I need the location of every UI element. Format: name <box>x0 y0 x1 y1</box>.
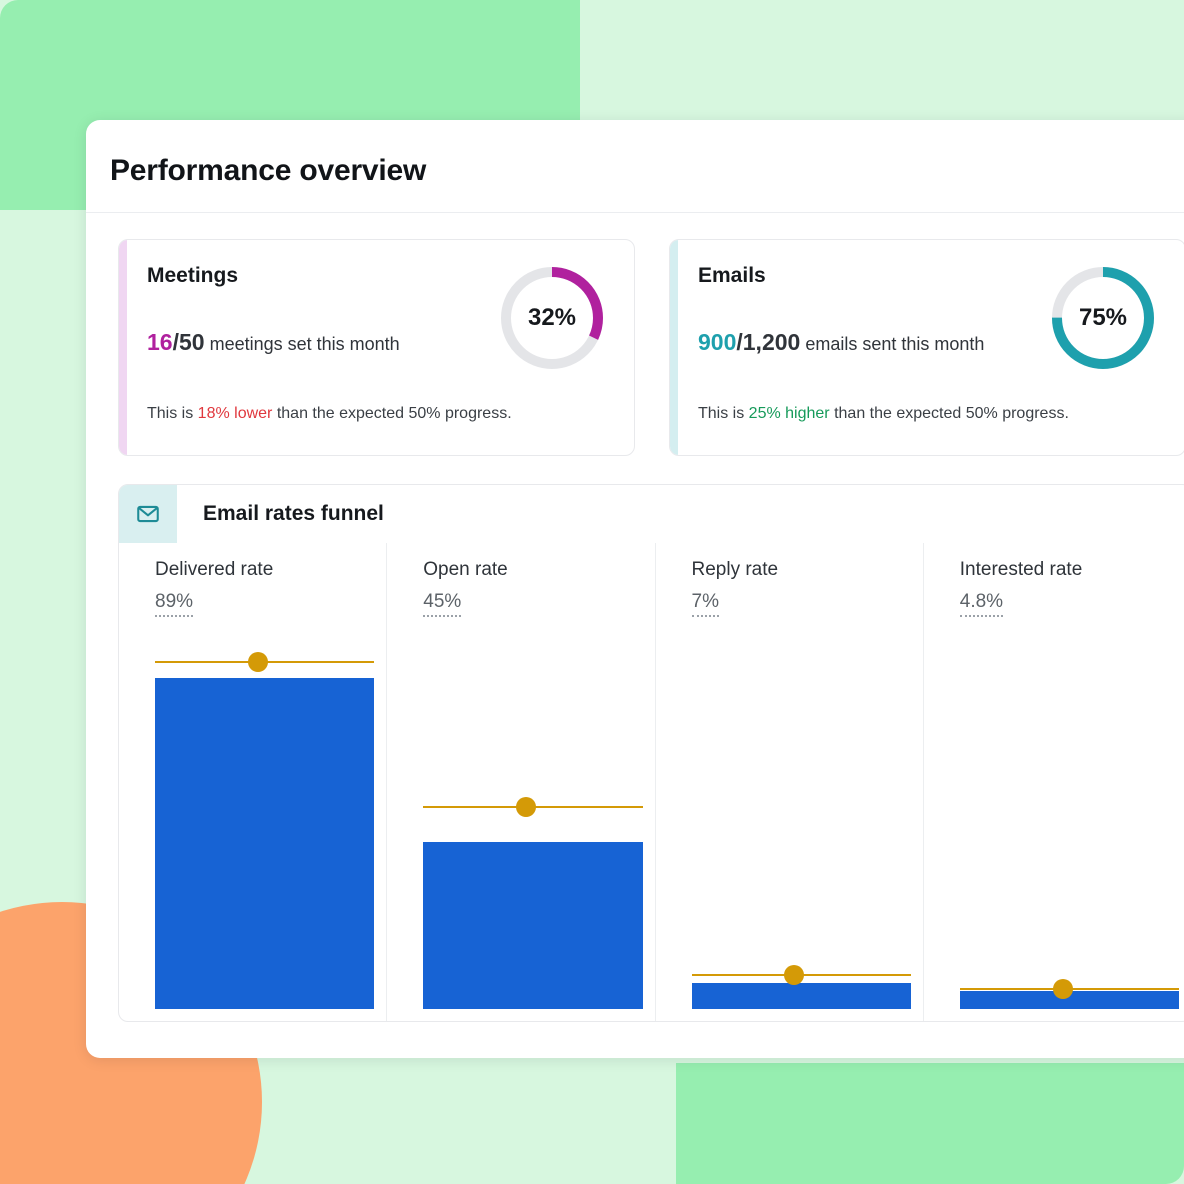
funnel-column-value[interactable]: 89% <box>155 591 194 617</box>
benchmark-marker-dot[interactable] <box>516 797 537 818</box>
kpi-note: This is 18% lower than the expected 50% … <box>147 405 512 423</box>
funnel-column-label: Delivered rate <box>155 559 274 580</box>
donut-chart-svg <box>501 267 603 369</box>
kpi-card-meetings[interactable]: Meetings 16/50 meetings set this month T… <box>118 239 635 456</box>
kpi-note-delta: 18% lower <box>197 405 273 422</box>
funnel-column: Reply rate 7% <box>654 543 923 1021</box>
kpi-title: Emails <box>698 264 766 287</box>
kpi-title: Meetings <box>147 264 239 287</box>
funnel-header: Email rates funnel <box>119 485 1184 543</box>
email-rates-funnel-card: Email rates funnel Delivered rate 89% Open… <box>118 484 1184 1022</box>
funnel-column-label: Reply rate <box>691 559 779 580</box>
donut-percent-label: 32% <box>527 304 577 331</box>
kpi-value: 900 <box>698 329 737 355</box>
donut-chart-svg <box>1052 267 1154 369</box>
benchmark-marker-dot[interactable] <box>784 964 805 985</box>
funnel-bar[interactable] <box>691 982 911 1009</box>
page-title: Performance overview <box>110 154 427 187</box>
kpi-value: 16 <box>147 329 173 355</box>
funnel-columns: Delivered rate 89% Open rate 45% Reply rate 7… <box>119 543 1184 1021</box>
funnel-title: Email rates funnel <box>203 502 384 525</box>
kpi-card-emails[interactable]: Emails 900/1,200 emails sent this month … <box>669 239 1184 456</box>
kpi-stat-suffix: meetings set this month <box>204 334 400 354</box>
kpi-note: This is 25% higher than the expected 50%… <box>698 405 1069 423</box>
kpi-note-prefix: This is <box>147 405 198 422</box>
kpi-stat: 900/1,200 emails sent this month <box>698 328 998 358</box>
kpi-stat: 16/50 meetings set this month <box>147 328 447 358</box>
kpi-target: 1,200 <box>742 329 801 355</box>
funnel-column-label: Interested rate <box>959 559 1083 580</box>
funnel-column-label: Open rate <box>423 559 508 580</box>
panel-header: Performance overview <box>86 120 1184 213</box>
donut-percent-label: 75% <box>1078 304 1128 331</box>
envelope-icon-glyph <box>137 505 159 523</box>
background-shape-green-bottom-right <box>676 1063 1184 1184</box>
envelope-icon <box>119 485 177 543</box>
kpi-separator: / <box>736 329 743 355</box>
funnel-column: Interested rate 4.8% <box>922 543 1184 1021</box>
progress-donut-emails: 75% <box>1047 262 1159 374</box>
kpi-note-delta: 25% higher <box>748 405 830 422</box>
benchmark-marker-dot[interactable] <box>247 652 268 673</box>
kpi-separator: / <box>172 329 179 355</box>
kpi-note-suffix: than the expected 50% progress. <box>829 405 1069 422</box>
kpi-note-prefix: This is <box>698 405 749 422</box>
funnel-column: Delivered rate 89% <box>119 543 386 1021</box>
progress-donut-meetings: 32% <box>496 262 608 374</box>
funnel-bar[interactable] <box>423 841 643 1009</box>
funnel-column-value[interactable]: 4.8% <box>959 591 1004 617</box>
kpi-accent-bar <box>119 240 127 455</box>
kpi-target: 50 <box>178 329 205 355</box>
kpi-note-suffix: than the expected 50% progress. <box>272 405 512 422</box>
kpi-stat-suffix: emails sent this month <box>800 334 985 354</box>
kpi-accent-bar <box>670 240 678 455</box>
funnel-column-value[interactable]: 7% <box>691 591 719 617</box>
kpi-card-row: Meetings 16/50 meetings set this month T… <box>86 213 1184 456</box>
funnel-bar[interactable] <box>959 991 1179 1009</box>
benchmark-marker-dot[interactable] <box>1052 978 1073 999</box>
funnel-bar[interactable] <box>155 677 375 1009</box>
performance-overview-panel: Performance overview Meetings 16/50 meet… <box>86 120 1184 1058</box>
funnel-column: Open rate 45% <box>386 543 654 1021</box>
funnel-column-value[interactable]: 45% <box>423 591 462 617</box>
